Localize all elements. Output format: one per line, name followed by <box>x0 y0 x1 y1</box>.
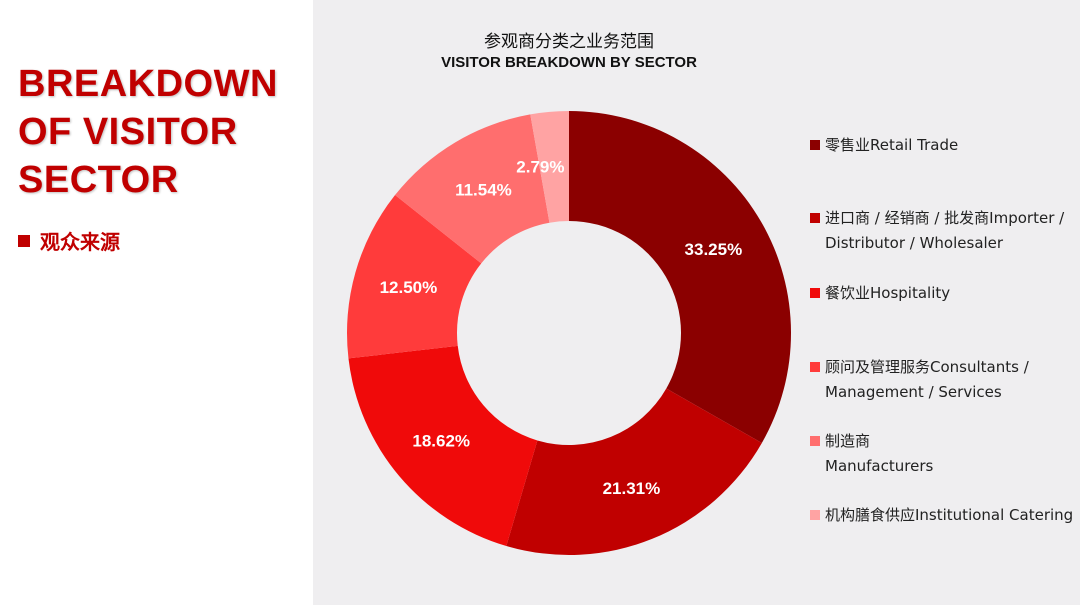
legend-label: 机构膳食供应Institutional Catering <box>825 506 1074 524</box>
slide-title: BREAKDOWN OF VISITOR SECTOR <box>18 60 278 204</box>
legend-item: 餐饮业Hospitality <box>810 281 1080 306</box>
legend-item: 进口商 / 经销商 / 批发商Importer / Distributor / W… <box>810 206 1080 256</box>
legend-item: 顾问及管理服务Consultants / Management / Service… <box>810 355 1080 405</box>
data-label: 11.54% <box>455 181 512 200</box>
title-line: BREAKDOWN <box>18 63 278 105</box>
legend-label-line2: Manufacturers <box>825 457 934 475</box>
title-line: OF VISITOR <box>18 111 238 153</box>
data-label: 2.79% <box>516 158 564 177</box>
data-label: 18.62% <box>412 432 470 451</box>
legend-label: 制造商 <box>825 432 871 450</box>
donut-slice <box>506 388 762 555</box>
legend-label: 餐饮业Hospitality <box>825 284 951 302</box>
bullet-square-icon <box>18 234 30 247</box>
legend-label-line2: Distributor / Wholesaler <box>825 234 1004 252</box>
legend-swatch <box>810 288 820 298</box>
chart-title: 参观商分类之业务范围 <box>484 32 654 52</box>
data-label: 12.50% <box>380 278 438 297</box>
legend-label-line2: Management / Services <box>825 383 1002 401</box>
legend-swatch <box>810 510 820 520</box>
subtitle-text: 观众来源 <box>40 230 120 254</box>
legend-label: 进口商 / 经销商 / 批发商Importer / <box>825 209 1065 227</box>
chart-subtitle: VISITOR BREAKDOWN BY SECTOR <box>441 54 697 71</box>
donut-slice <box>348 345 538 546</box>
legend-label: 零售业Retail Trade <box>825 136 959 154</box>
legend-swatch <box>810 140 820 150</box>
legend-item: 零售业Retail Trade <box>810 133 1080 158</box>
data-label: 33.25% <box>685 240 743 259</box>
data-label: 21.31% <box>603 479 661 498</box>
donut-slice <box>569 111 791 443</box>
donut-slice <box>346 195 482 359</box>
legend-swatch <box>810 213 820 223</box>
legend-label: 顾问及管理服务Consultants / <box>825 358 1029 376</box>
donut-slice <box>395 114 550 264</box>
donut-slice <box>530 111 569 223</box>
slide-subtitle: 观众来源 <box>18 226 120 255</box>
legend-swatch <box>810 362 820 372</box>
legend-swatch <box>810 436 820 446</box>
legend-item: 制造商 Manufacturers <box>810 429 1080 479</box>
title-line: SECTOR <box>18 159 179 201</box>
legend-item: 机构膳食供应Institutional Catering <box>810 503 1080 528</box>
